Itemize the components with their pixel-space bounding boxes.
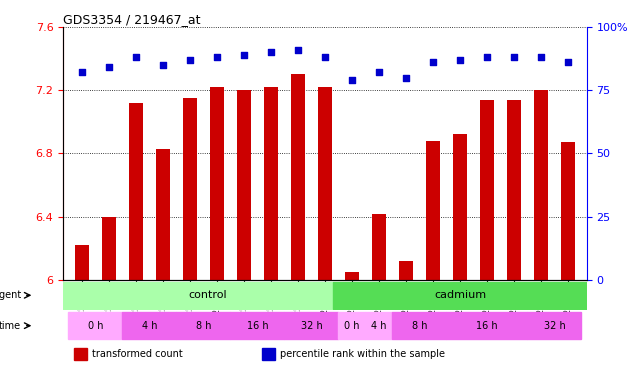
Bar	[177, 312, 230, 339]
Point	[293, 46, 303, 53]
Text: transformed count: transformed count	[92, 349, 182, 359]
Text: cadmium: cadmium	[434, 290, 486, 300]
Bar	[507, 100, 521, 280]
Bar	[264, 87, 278, 280]
Text: 8 h: 8 h	[196, 321, 211, 331]
Point	[320, 54, 330, 60]
Text: time: time	[0, 321, 21, 331]
Bar	[74, 348, 86, 360]
Text: 8 h: 8 h	[411, 321, 427, 331]
Text: percentile rank within the sample: percentile rank within the sample	[280, 349, 445, 359]
Bar	[560, 142, 575, 280]
Point	[482, 54, 492, 60]
Bar	[63, 281, 333, 309]
Point	[347, 77, 357, 83]
Point	[401, 74, 411, 81]
Point	[158, 62, 168, 68]
Point	[104, 65, 114, 71]
Bar	[365, 312, 392, 339]
Bar	[452, 134, 468, 280]
Text: GDS3354 / 219467_at: GDS3354 / 219467_at	[63, 13, 201, 26]
Bar	[156, 149, 170, 280]
Bar	[372, 214, 386, 280]
Point	[455, 57, 465, 63]
Bar	[528, 312, 581, 339]
Bar	[480, 100, 494, 280]
Bar	[345, 272, 360, 280]
Bar	[447, 312, 528, 339]
Bar	[338, 312, 365, 339]
Bar	[290, 74, 305, 280]
Text: 0 h: 0 h	[88, 321, 103, 331]
Bar	[392, 312, 447, 339]
Bar	[237, 90, 251, 280]
Point	[77, 70, 87, 76]
Point	[563, 59, 573, 65]
Point	[509, 54, 519, 60]
Text: 16 h: 16 h	[476, 321, 498, 331]
Bar	[69, 312, 122, 339]
Bar	[425, 141, 440, 280]
Text: 0 h: 0 h	[345, 321, 360, 331]
Point	[239, 52, 249, 58]
Point	[374, 70, 384, 76]
Bar	[209, 87, 225, 280]
Bar	[122, 312, 177, 339]
Bar	[399, 261, 413, 280]
Text: 4 h: 4 h	[371, 321, 387, 331]
Text: agent: agent	[0, 290, 21, 300]
Point	[266, 49, 276, 55]
Bar	[262, 348, 275, 360]
Text: 16 h: 16 h	[247, 321, 268, 331]
Bar	[129, 103, 143, 280]
Point	[428, 59, 438, 65]
Bar	[102, 217, 116, 280]
Point	[131, 54, 141, 60]
Text: 4 h: 4 h	[142, 321, 157, 331]
Bar	[230, 312, 285, 339]
Bar	[182, 98, 198, 280]
Point	[212, 54, 222, 60]
Text: 32 h: 32 h	[543, 321, 565, 331]
Bar	[333, 281, 587, 309]
Bar	[74, 245, 90, 280]
Point	[185, 57, 195, 63]
Bar	[317, 87, 333, 280]
Point	[536, 54, 546, 60]
Bar	[534, 90, 548, 280]
Text: 32 h: 32 h	[300, 321, 322, 331]
Text: control: control	[188, 290, 227, 300]
Bar	[285, 312, 338, 339]
